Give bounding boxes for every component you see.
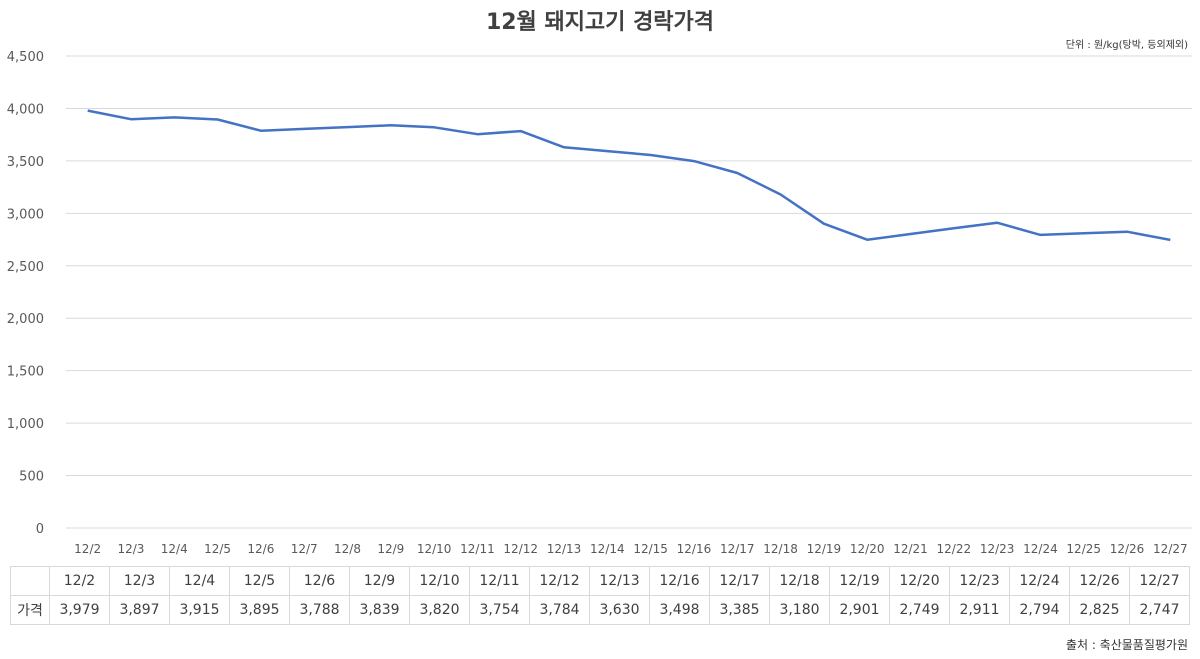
x-tick-label: 12/27: [1153, 542, 1188, 556]
table-value-cell: 3,897: [109, 595, 170, 625]
x-tick-label: 12/22: [937, 542, 972, 556]
series-line: [87, 109, 1171, 242]
table-value-cell: 3,630: [589, 595, 650, 625]
table-header-cell: 12/9: [349, 566, 410, 596]
x-tick-label: 12/4: [161, 542, 188, 556]
table-header-cell: 12/18: [769, 566, 830, 596]
table-value-cell: 3,788: [289, 595, 350, 625]
table-value-cell: 2,825: [1069, 595, 1130, 625]
y-tick-label: 4,000: [7, 102, 44, 117]
table-header-cell: 12/11: [469, 566, 530, 596]
x-tick-label: 12/7: [291, 542, 318, 556]
table-header-row: 12/2 12/3 12/4 12/5 12/6 12/9 12/10 12/11 12/12 1…: [10, 566, 1190, 596]
x-tick-label: 12/5: [204, 542, 231, 556]
x-tick-label: 12/10: [417, 542, 452, 556]
x-tick-label: 12/24: [1023, 542, 1058, 556]
table-row-label: 가격: [10, 595, 50, 625]
x-tick-label: 12/21: [893, 542, 928, 556]
x-tick-label: 12/6: [247, 542, 274, 556]
x-tick-label: 12/15: [633, 542, 668, 556]
x-tick-label: 12/9: [377, 542, 404, 556]
x-tick-label: 12/16: [677, 542, 712, 556]
x-tick-label: 12/8: [334, 542, 361, 556]
x-tick-label: 12/2: [74, 542, 101, 556]
table-value-row: 가격 3,979 3,897 3,915 3,895 3,788 3,839 3,820 3,7…: [10, 595, 1190, 625]
table-value-cell: 2,911: [949, 595, 1010, 625]
table-value-cell: 3,754: [469, 595, 530, 625]
y-tick-label: 500: [19, 470, 44, 485]
source-note: 출처 : 축산물품질평가원: [1065, 638, 1188, 652]
table-header-cell: 12/2: [49, 566, 110, 596]
y-tick-label: 3,000: [7, 207, 44, 222]
table-value-cell: 3,385: [709, 595, 770, 625]
y-tick-label: 0: [36, 522, 44, 537]
x-tick-label: 12/12: [503, 542, 538, 556]
y-tick-label: 4,500: [7, 50, 44, 65]
x-tick-label: 12/11: [460, 542, 495, 556]
y-tick-label: 2,000: [7, 312, 44, 327]
line-chart: 0 500 1,000 1,500 2,000 2,500 3,000 3,500 4,000 4…: [7, 50, 1192, 556]
table-header-cell: 12/4: [169, 566, 230, 596]
x-tick-label: 12/26: [1110, 542, 1145, 556]
x-tick-label: 12/23: [980, 542, 1015, 556]
x-tick-label: 12/20: [850, 542, 885, 556]
table-value-cell: 2,749: [889, 595, 950, 625]
table-header-cell: 12/3: [109, 566, 170, 596]
table-header-cell: 12/10: [409, 566, 470, 596]
table-header-cell: 12/23: [949, 566, 1010, 596]
unit-note: 단위 : 원/kg(탕박, 등외제외): [1065, 40, 1188, 51]
x-tick-label: 12/25: [1066, 542, 1101, 556]
table-header-cell: 12/13: [589, 566, 650, 596]
table-header-cell: 12/5: [229, 566, 290, 596]
table-value-cell: 3,820: [409, 595, 470, 625]
chart-title: 12월 돼지고기 경락가격: [485, 10, 715, 35]
table-value-cell: 2,794: [1009, 595, 1070, 625]
table-value-cell: 3,915: [169, 595, 230, 625]
table-corner-cell: [10, 566, 50, 596]
table-value-cell: 3,498: [649, 595, 710, 625]
table-header-cell: 12/12: [529, 566, 590, 596]
table-header-cell: 12/6: [289, 566, 350, 596]
table-header-cell: 12/19: [829, 566, 890, 596]
y-tick-label: 3,500: [7, 155, 44, 170]
table-value-cell: 3,979: [49, 595, 110, 625]
y-tick-label: 1,500: [7, 365, 44, 380]
data-table: 12/2 12/3 12/4 12/5 12/6 12/9 12/10 12/11 12/12 1…: [10, 566, 1190, 625]
table-header-cell: 12/16: [649, 566, 710, 596]
table-header-cell: 12/26: [1069, 566, 1130, 596]
x-tick-label: 12/17: [720, 542, 755, 556]
table-value-cell: 3,895: [229, 595, 290, 625]
table-header-cell: 12/27: [1129, 566, 1190, 596]
x-tick-label: 12/3: [117, 542, 144, 556]
table-value-cell: 3,784: [529, 595, 590, 625]
y-tick-label: 2,500: [7, 260, 44, 275]
table-header-cell: 12/17: [709, 566, 770, 596]
table-value-cell: 3,180: [769, 595, 830, 625]
table-value-cell: 2,901: [829, 595, 890, 625]
table-header-cell: 12/20: [889, 566, 950, 596]
x-tick-label: 12/13: [547, 542, 582, 556]
x-tick-label: 12/19: [807, 542, 842, 556]
x-tick-label: 12/14: [590, 542, 625, 556]
table-value-cell: 3,839: [349, 595, 410, 625]
table-value-cell: 2,747: [1129, 595, 1190, 625]
x-tick-label: 12/18: [763, 542, 798, 556]
y-tick-label: 1,000: [7, 417, 44, 432]
table-header-cell: 12/24: [1009, 566, 1070, 596]
